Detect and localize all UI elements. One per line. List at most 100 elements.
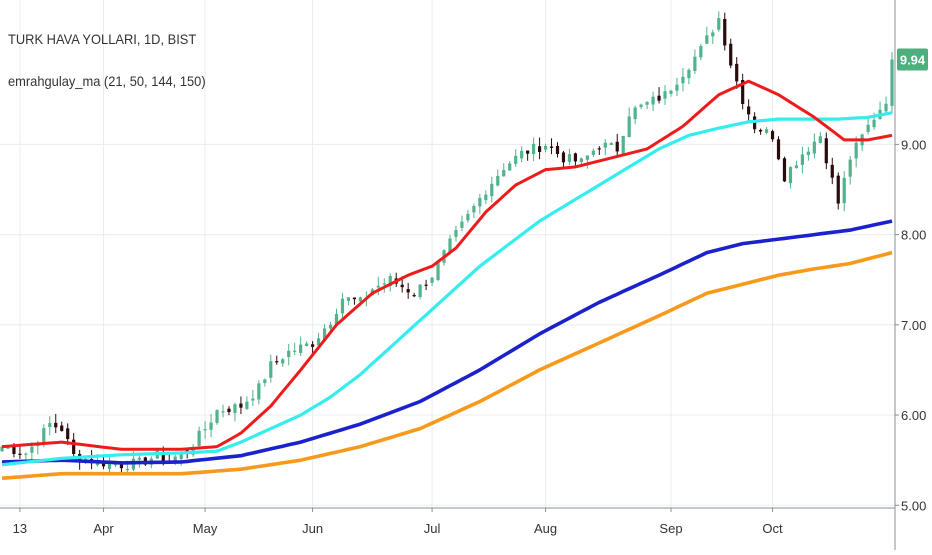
candle-body bbox=[764, 129, 769, 133]
last-price-label: 9.94 bbox=[900, 53, 926, 68]
candle-body bbox=[699, 46, 703, 58]
candle-body bbox=[400, 284, 404, 288]
candle-body bbox=[161, 453, 165, 462]
candle-body bbox=[316, 338, 321, 346]
candle-body bbox=[800, 154, 805, 165]
candle-body bbox=[119, 463, 124, 469]
candle-body bbox=[352, 297, 357, 300]
candle-body bbox=[36, 444, 40, 447]
candle-body bbox=[328, 324, 333, 329]
candle-body bbox=[215, 410, 219, 423]
ma-150-line bbox=[1, 250, 893, 480]
candle-body bbox=[585, 155, 589, 160]
candle-body bbox=[448, 238, 452, 253]
candle-body bbox=[66, 428, 70, 440]
x-tick-label: Aug bbox=[534, 521, 557, 536]
candle-body bbox=[48, 423, 52, 428]
candle-body bbox=[842, 177, 846, 204]
candle-body bbox=[406, 289, 410, 293]
candle-body bbox=[287, 350, 291, 357]
candle-body bbox=[806, 151, 810, 155]
candles bbox=[0, 11, 894, 475]
candle-body bbox=[179, 452, 183, 460]
candle-body bbox=[603, 142, 607, 148]
candle-body bbox=[490, 183, 494, 197]
y-tick-label: 5.00 bbox=[901, 498, 926, 513]
last-price-badge bbox=[897, 48, 928, 71]
candle-body bbox=[346, 297, 351, 301]
x-tick-label: Oct bbox=[762, 521, 783, 536]
candle-body bbox=[747, 106, 751, 115]
ma-50-line bbox=[1, 111, 893, 467]
candle-body bbox=[573, 153, 578, 162]
candle-body bbox=[567, 154, 572, 162]
candle-body bbox=[209, 422, 213, 430]
candle-body bbox=[299, 344, 303, 353]
x-tick-label: Jun bbox=[302, 521, 323, 536]
candle-body bbox=[514, 155, 518, 164]
candle-body bbox=[460, 221, 464, 228]
candle-body bbox=[687, 69, 691, 79]
candle-body bbox=[107, 462, 112, 469]
candle-body bbox=[884, 103, 888, 112]
y-tick-label: 8.00 bbox=[901, 228, 926, 243]
candle-body bbox=[12, 447, 16, 454]
ma-144-line bbox=[1, 219, 893, 465]
candle-body bbox=[376, 285, 380, 288]
candle-body bbox=[412, 295, 416, 297]
x-tick-label: Apr bbox=[93, 521, 114, 536]
candle-body bbox=[72, 439, 76, 454]
candle-body bbox=[322, 328, 327, 341]
candle-body bbox=[293, 350, 297, 352]
candle-body bbox=[520, 150, 524, 159]
candle-body bbox=[233, 404, 237, 414]
candle-body bbox=[591, 150, 595, 155]
candle-body bbox=[776, 139, 781, 160]
candle-body bbox=[496, 175, 500, 186]
candle-body bbox=[866, 124, 870, 132]
chart-title: TURK HAVA YOLLARI, 1D, BIST bbox=[8, 31, 197, 47]
y-tick-label: 9.00 bbox=[901, 137, 926, 152]
candle-body bbox=[561, 152, 566, 163]
candle-body bbox=[723, 18, 727, 46]
candle-body bbox=[555, 145, 560, 155]
candle-body bbox=[269, 361, 273, 378]
candle-body bbox=[532, 143, 536, 155]
candle-body bbox=[848, 159, 852, 177]
candle-body bbox=[549, 146, 554, 148]
candle-body bbox=[537, 146, 542, 152]
candle-body bbox=[54, 422, 58, 428]
x-tick-label: Jul bbox=[424, 521, 441, 536]
candle-body bbox=[579, 158, 583, 163]
y-tick-label: 6.00 bbox=[901, 408, 926, 423]
candle-body bbox=[125, 468, 130, 471]
candle-body bbox=[221, 411, 225, 413]
candle-body bbox=[454, 229, 458, 237]
candle-body bbox=[770, 131, 775, 140]
candle-body bbox=[334, 313, 339, 325]
candle-body bbox=[502, 170, 506, 177]
candle-body bbox=[526, 150, 530, 154]
candle-body bbox=[741, 79, 745, 104]
candle-body bbox=[633, 107, 637, 120]
candle-body bbox=[675, 84, 679, 91]
candle-body bbox=[663, 91, 667, 99]
candle-body bbox=[257, 383, 261, 400]
candle-body bbox=[466, 213, 470, 221]
y-tick-label: 7.00 bbox=[901, 318, 926, 333]
candle-body bbox=[281, 359, 285, 364]
candle-body bbox=[717, 18, 721, 30]
candle-body bbox=[627, 116, 631, 138]
candle-body bbox=[340, 298, 345, 314]
candle-body bbox=[137, 457, 141, 460]
candle-body bbox=[484, 194, 488, 201]
candle-body bbox=[382, 283, 386, 285]
candle-body bbox=[263, 379, 267, 384]
candle-body bbox=[645, 102, 649, 105]
candle-body bbox=[101, 461, 106, 467]
candle-body bbox=[824, 138, 828, 164]
candle-body bbox=[615, 141, 619, 152]
candle-body bbox=[651, 96, 655, 105]
